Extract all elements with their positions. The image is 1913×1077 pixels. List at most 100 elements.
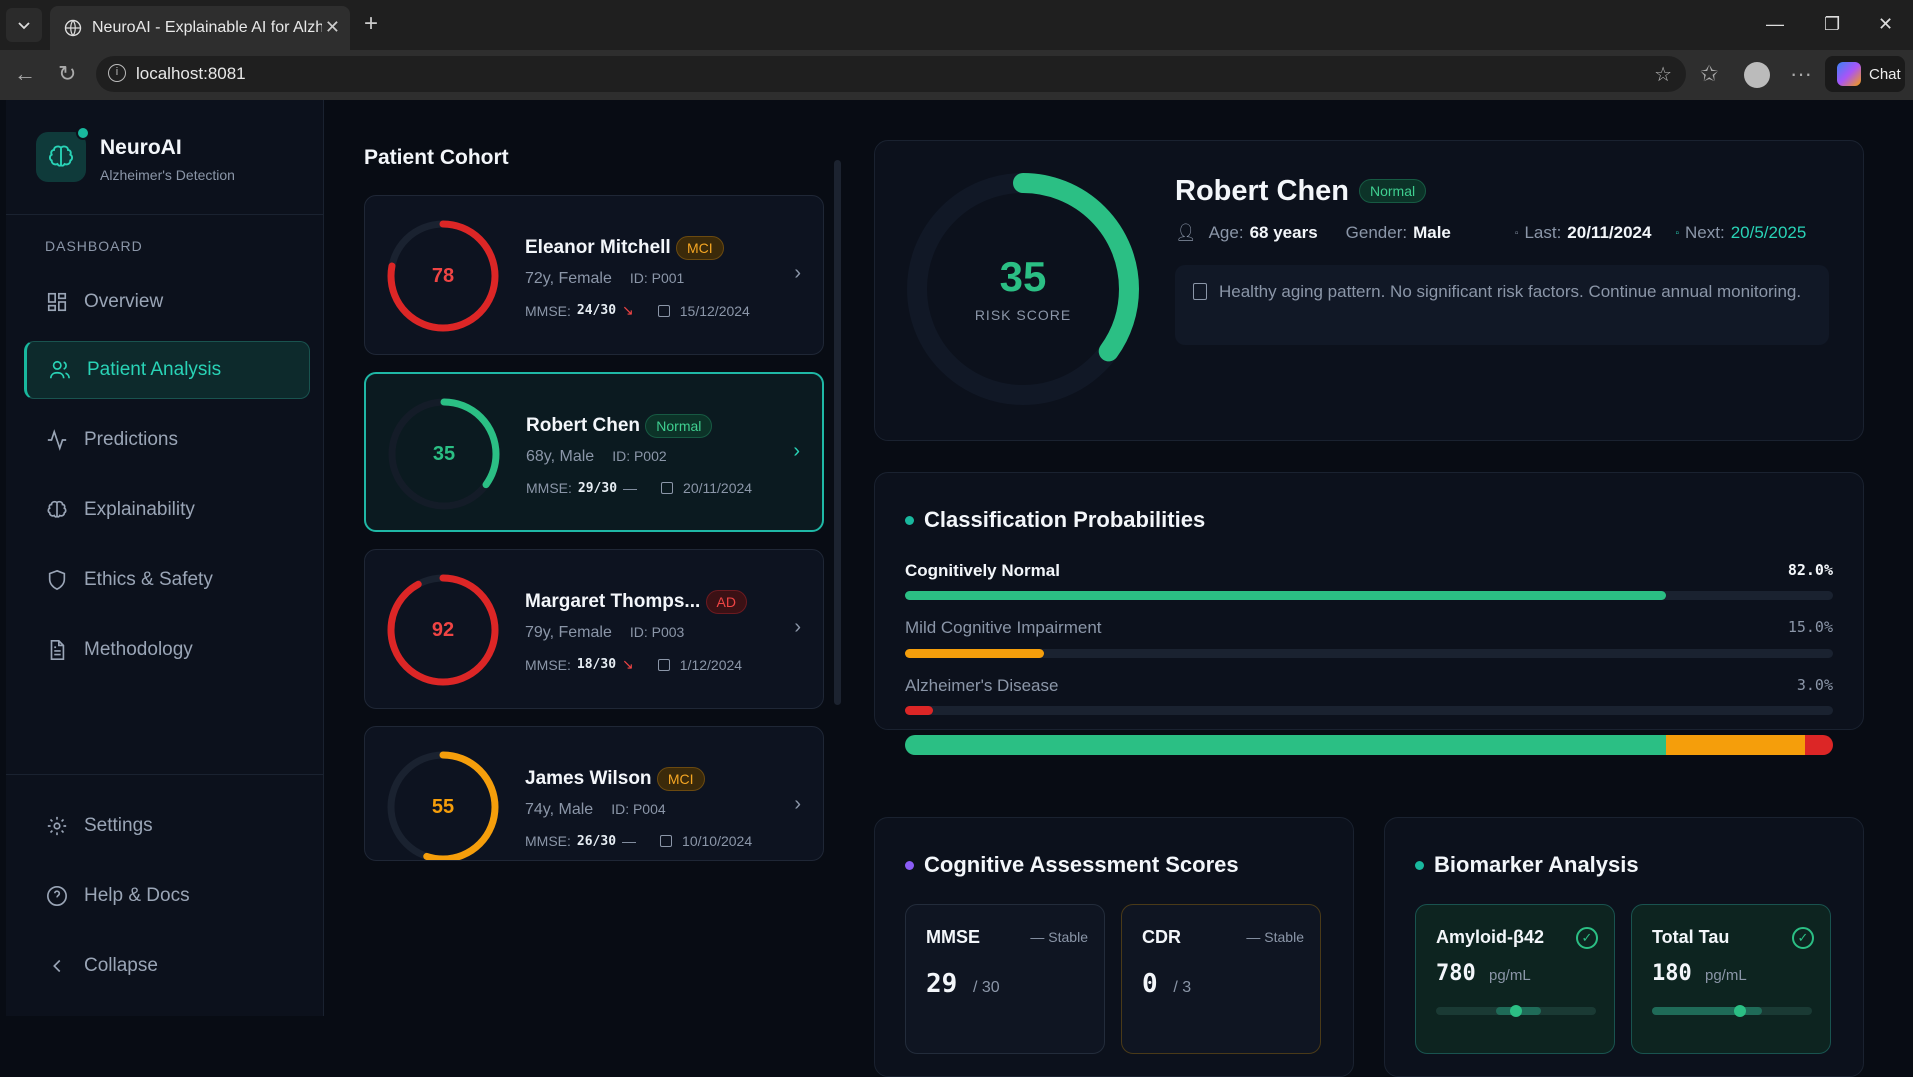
help-icon <box>47 886 67 906</box>
score-name: MMSE <box>926 927 980 947</box>
patient-card[interactable]: 78 Eleanor Mitchell MCI 72y, Female ID: P… <box>364 195 824 355</box>
favorite-star-icon[interactable]: ☆ <box>1654 64 1672 86</box>
sidebar-item-ethics-safety[interactable]: Ethics & Safety <box>24 551 310 609</box>
sidebar-item-methodology[interactable]: Methodology <box>24 621 310 679</box>
probability-stacked-bar <box>905 735 1833 755</box>
status-badge: MCI <box>656 767 705 791</box>
mmse-label: MMSE: <box>525 302 571 319</box>
sidebar-item-predictions[interactable]: Predictions <box>24 411 310 469</box>
assessment-date: 10/10/2024 <box>682 833 753 849</box>
patient-name: Eleanor Mitchell MCI <box>525 236 724 260</box>
score-status: — Stable <box>1246 929 1304 945</box>
divider <box>6 214 324 215</box>
score-card-mmse[interactable]: MMSE — Stable 29 / 30 <box>905 904 1105 1054</box>
biomarker-unit: pg/mL <box>1489 967 1531 984</box>
status-dot <box>76 126 90 140</box>
patient-name-text: Robert Chen <box>526 415 640 436</box>
score-status-text: Stable <box>1048 929 1088 945</box>
new-tab-button[interactable]: + <box>364 10 379 37</box>
minimize-icon[interactable]: — <box>1766 14 1784 34</box>
demographics-text: 79y, Female <box>525 624 612 641</box>
score-max: / 3 <box>1173 979 1192 996</box>
sidebar-item-patient-analysis[interactable]: Patient Analysis <box>24 341 310 399</box>
biomarker-normal-range <box>1652 1007 1762 1015</box>
address-bar[interactable]: i localhost:8081 ☆ <box>96 56 1686 92</box>
sidebar-item-label: Overview <box>84 291 164 312</box>
site-info-icon[interactable]: i <box>108 64 126 82</box>
sidebar-item-overview[interactable]: Overview <box>24 273 310 331</box>
patient-card-selected[interactable]: 35 Robert Chen Normal 68y, Male ID: P002 … <box>364 372 824 532</box>
patient-card[interactable]: 55 James Wilson MCI 74y, Male ID: P004 MM… <box>364 726 824 861</box>
biomarker-card-amyloid[interactable]: Amyloid-β42 ✓ 780 pg/mL <box>1415 904 1615 1054</box>
prob-track <box>905 706 1833 715</box>
patient-detail-name: Robert Chen <box>1175 175 1349 207</box>
section-dot <box>905 860 914 870</box>
patient-name: Margaret Thomps... AD <box>525 590 747 614</box>
mmse-value: 18/30 <box>576 657 617 672</box>
section-title-text: Cognitive Assessment Scores <box>924 852 1239 877</box>
cohort-scrollbar[interactable] <box>834 160 841 705</box>
patient-detail-panel: 35 RISK SCORE Robert Chen Normal 👤︎ Age:… <box>874 140 1864 441</box>
sidebar-item-explainability[interactable]: Explainability <box>24 481 310 539</box>
sidebar-item-label: Collapse <box>84 955 158 976</box>
biomarker-card-total-tau[interactable]: Total Tau ✓ 180 pg/mL <box>1631 904 1831 1054</box>
section-title-text: Classification Probabilities <box>924 507 1206 532</box>
chevron-right-icon[interactable]: › <box>793 440 800 462</box>
chevron-right-icon[interactable]: › <box>794 262 801 284</box>
chat-button[interactable]: Chat <box>1825 56 1905 92</box>
trend-down-icon: ↘ <box>622 656 634 672</box>
users-icon <box>50 360 70 379</box>
chevron-left-icon <box>53 959 61 973</box>
sidebar-item-label: Methodology <box>84 639 193 660</box>
url-text: localhost:8081 <box>136 64 246 83</box>
section-title-text: Biomarker Analysis <box>1434 852 1639 877</box>
sidebar: NeuroAI Alzheimer's Detection DASHBOARD … <box>6 100 324 1016</box>
score-value: 0 / 3 <box>1142 969 1191 999</box>
reload-icon[interactable]: ↻ <box>58 61 77 86</box>
risk-ring <box>388 398 500 510</box>
brand-name: NeuroAI <box>100 136 182 159</box>
sidebar-item-label: Help & Docs <box>84 885 190 906</box>
more-menu-icon[interactable]: ··· <box>1790 61 1812 86</box>
status-badge: MCI <box>675 236 724 260</box>
back-icon[interactable]: ← <box>14 61 36 86</box>
profile-avatar[interactable] <box>1744 62 1770 88</box>
biomarker-value-number: 780 <box>1436 961 1476 986</box>
patient-demographics: 68y, Male ID: P002 <box>526 448 667 466</box>
risk-ring <box>387 751 499 860</box>
biomarker-name: Total Tau <box>1652 927 1730 947</box>
patient-name: Robert Chen Normal <box>526 414 713 438</box>
patient-card[interactable]: 92 Margaret Thomps... AD 79y, Female ID: … <box>364 549 824 709</box>
restore-icon[interactable]: ❐ <box>1824 14 1841 34</box>
status-badge: Normal <box>645 414 713 438</box>
sidebar-item-settings[interactable]: Settings <box>24 797 310 855</box>
mmse-label: MMSE: <box>526 480 572 496</box>
score-max: / 30 <box>972 979 1000 996</box>
close-tab-icon[interactable]: ✕ <box>324 17 340 37</box>
chevron-right-icon[interactable]: › <box>794 793 801 815</box>
browser-tab[interactable]: NeuroAI - Explainable AI for Alzheimer's… <box>50 6 350 50</box>
brain-logo-icon <box>36 132 86 182</box>
risk-score-value: 35 <box>432 442 456 465</box>
score-status-text: Stable <box>1264 929 1304 945</box>
patient-id: ID: P001 <box>629 270 685 286</box>
patient-name-text: Eleanor Mitchell <box>525 237 671 258</box>
last-visit-value: 20/11/2024 <box>1567 223 1652 242</box>
biomarker-name: Amyloid-β42 <box>1436 927 1545 947</box>
age-label: Age: <box>1208 223 1244 242</box>
favorites-icon[interactable]: ✩ <box>1700 61 1719 86</box>
sidebar-item-help[interactable]: Help & Docs <box>24 867 310 925</box>
score-card-cdr[interactable]: CDR — Stable 0 / 3 <box>1121 904 1321 1054</box>
activity-icon <box>47 429 67 451</box>
prob-fill-normal <box>905 591 1666 600</box>
chevron-right-icon[interactable]: › <box>794 616 801 638</box>
collapse-button[interactable]: Collapse <box>24 937 310 995</box>
tab-list-button[interactable] <box>6 8 42 42</box>
close-window-icon[interactable]: ✕ <box>1878 14 1894 34</box>
gear-icon <box>47 816 67 836</box>
document-icon <box>50 640 65 660</box>
sidebar-item-label: Explainability <box>84 499 195 520</box>
risk-score-label: RISK SCORE <box>974 307 1072 323</box>
trend-stable-icon: — <box>623 480 638 496</box>
mmse-value: 29/30 <box>577 480 618 496</box>
